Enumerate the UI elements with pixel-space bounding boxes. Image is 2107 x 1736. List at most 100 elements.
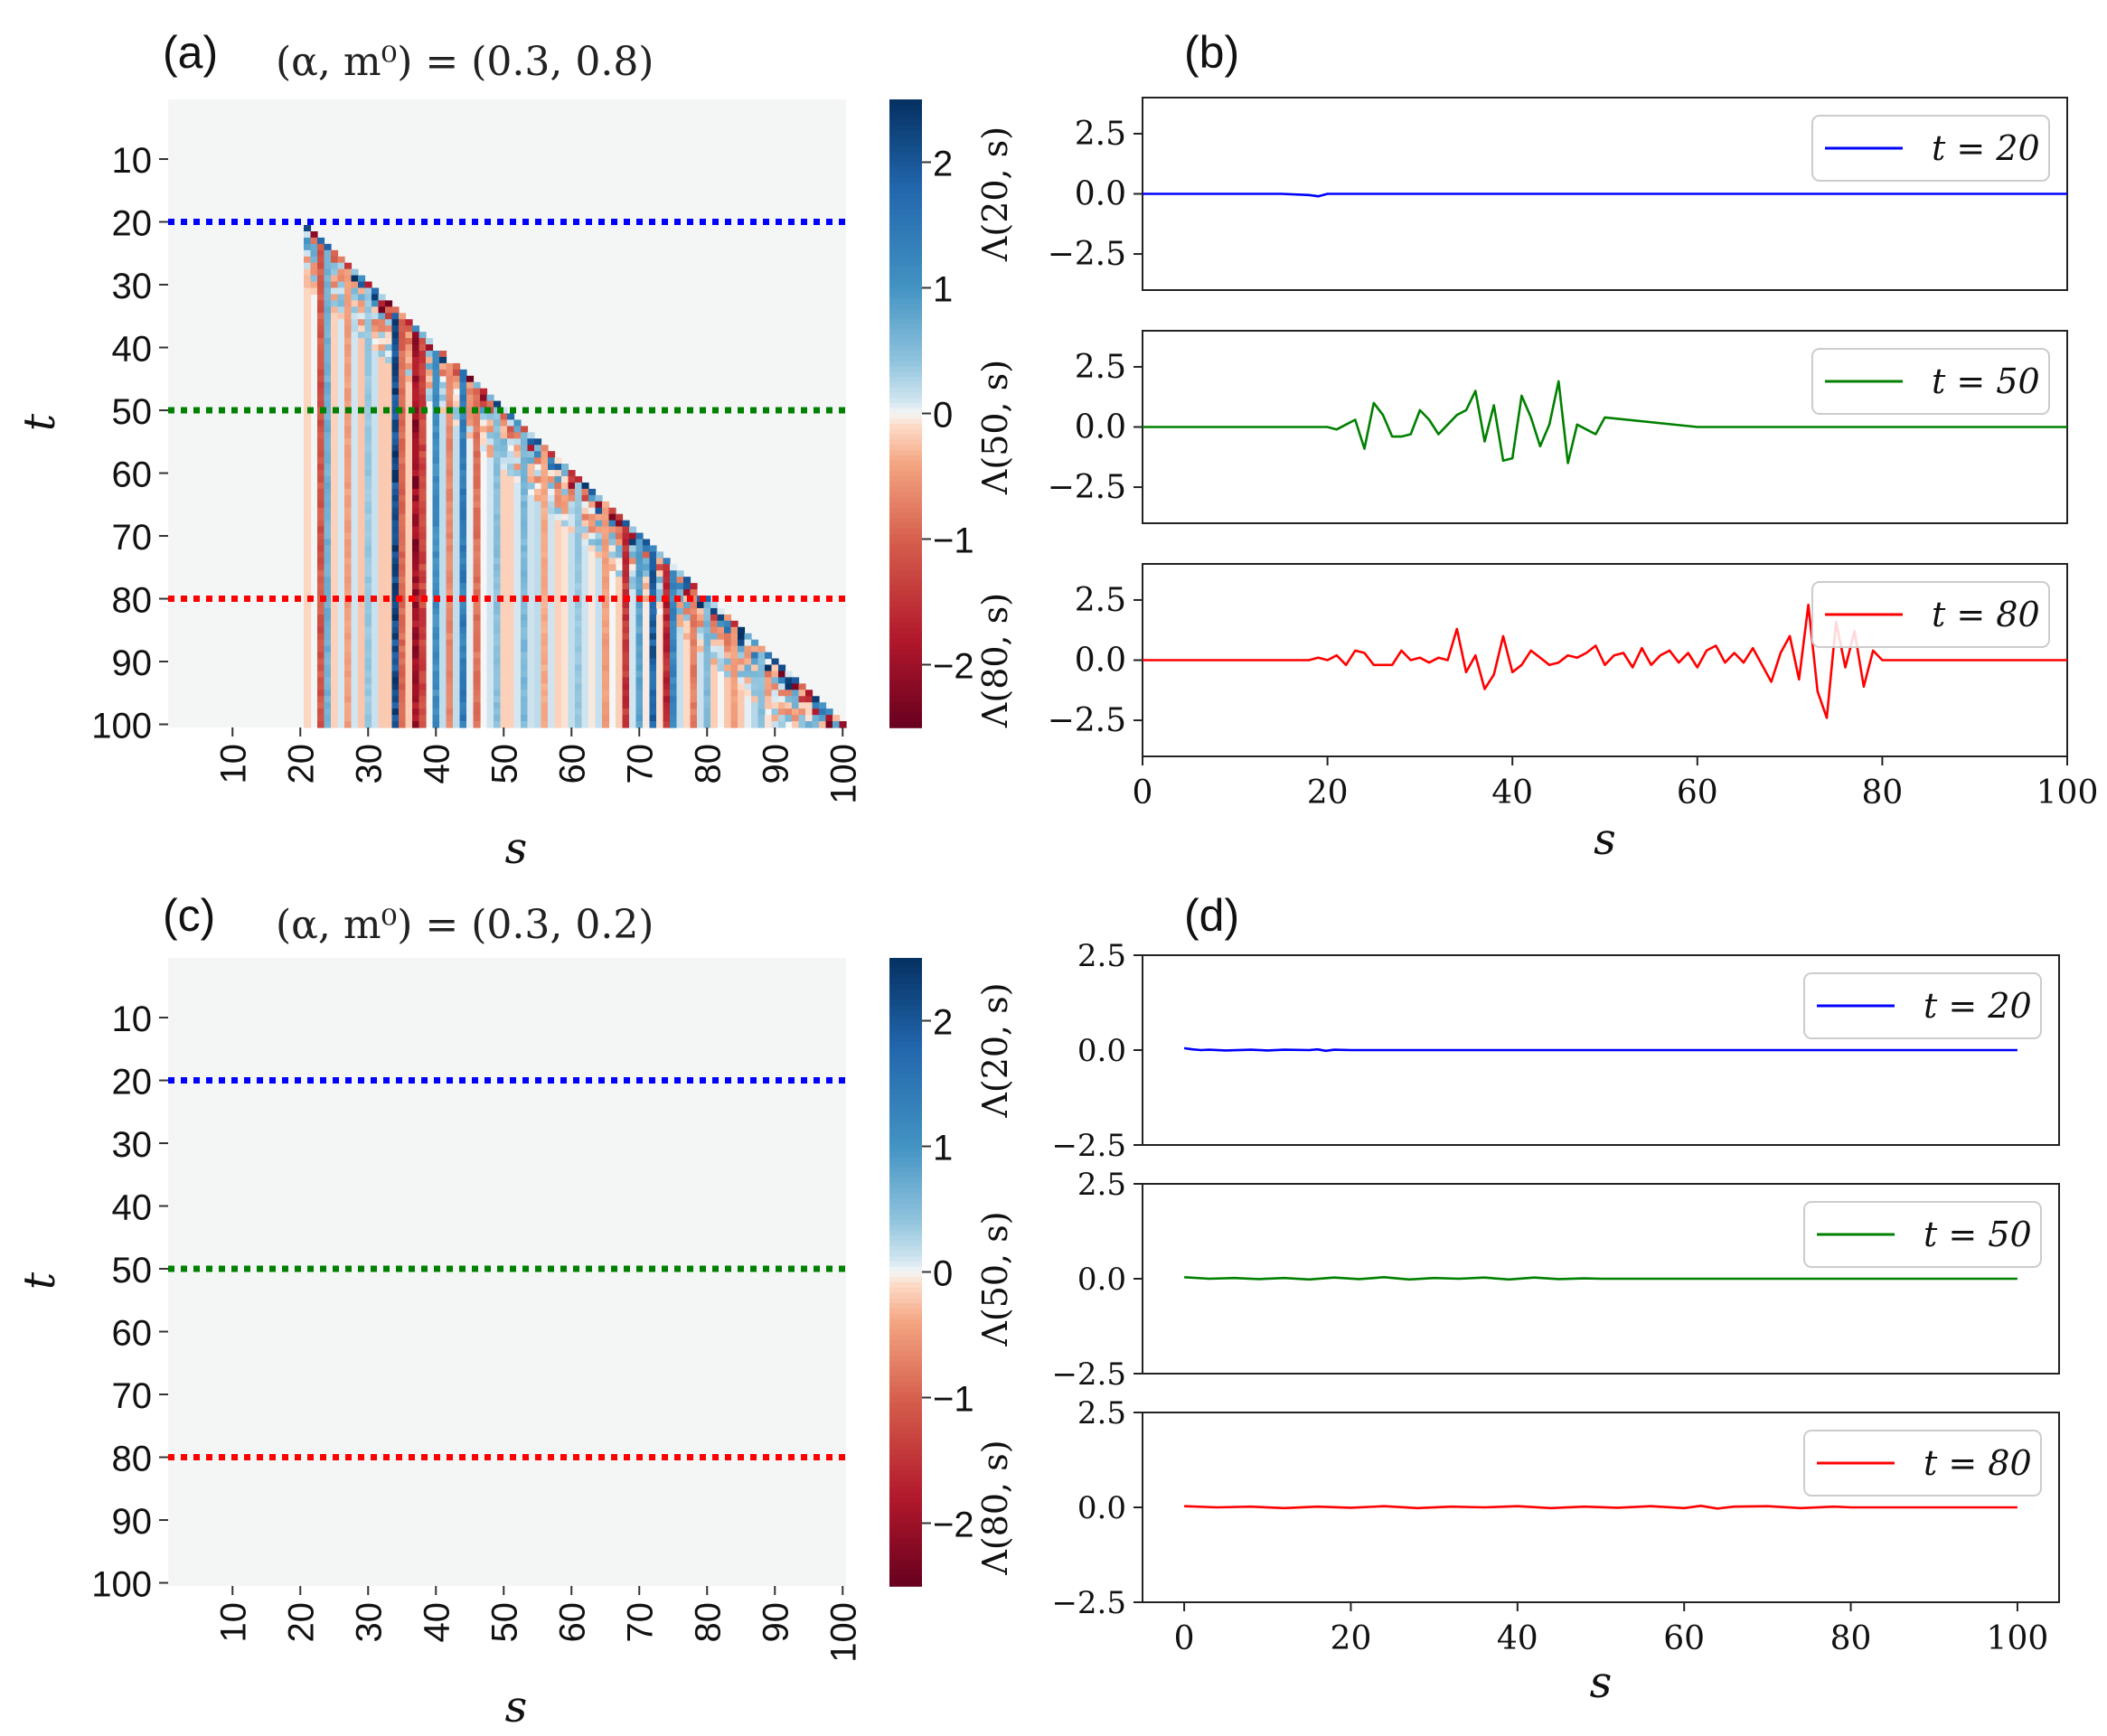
heatmap-cell xyxy=(554,545,562,552)
heatmap-cell xyxy=(304,356,312,364)
heatmap-cell xyxy=(500,715,508,722)
colorbar-segment xyxy=(889,1365,922,1373)
heatmap-cell xyxy=(432,715,440,722)
heatmap-cell xyxy=(399,394,407,402)
heatmap-cell xyxy=(561,620,569,628)
heatmap-cell xyxy=(622,545,630,552)
colorbar-segment xyxy=(889,1549,922,1556)
heatmap-cell xyxy=(738,645,746,653)
heatmap-cell xyxy=(792,683,800,690)
heatmap-cell xyxy=(575,488,583,496)
heatmap-cell xyxy=(500,426,508,433)
heatmap-cell xyxy=(405,338,413,345)
heatmap-cell xyxy=(710,677,719,684)
heatmap-cell xyxy=(344,356,353,364)
heatmap-cell xyxy=(391,583,400,590)
heatmap-cell xyxy=(317,708,325,716)
heatmap-cell xyxy=(730,633,738,641)
heatmap-cell xyxy=(317,438,325,446)
heatmap-cell xyxy=(561,570,569,577)
heatmap-cell xyxy=(602,677,610,684)
heatmap-cell xyxy=(507,426,515,433)
heatmap-cell xyxy=(419,639,427,647)
heatmap-cell xyxy=(568,721,576,728)
heatmap-cell xyxy=(588,696,597,703)
heatmap-cell xyxy=(459,633,467,641)
heatmap-cell xyxy=(337,583,345,590)
heatmap-cell xyxy=(331,614,339,622)
heatmap-cell xyxy=(602,614,610,622)
heatmap-cell xyxy=(717,664,725,672)
heatmap-cell xyxy=(703,645,711,653)
heatmap-cell xyxy=(446,702,454,709)
heatmap-cell xyxy=(304,237,312,245)
heatmap-cell xyxy=(391,690,400,697)
heatmap-cell xyxy=(358,457,366,464)
heatmap-cell xyxy=(548,639,556,647)
heatmap-cell xyxy=(317,539,325,547)
heatmap-cell xyxy=(385,464,393,471)
heatmap-cell xyxy=(432,464,440,471)
heatmap-cell xyxy=(344,344,353,352)
colorbar-segment xyxy=(889,701,922,708)
heatmap-cell xyxy=(432,626,440,634)
heatmap-cell xyxy=(304,652,312,660)
heatmap-cell xyxy=(432,426,440,433)
heatmap-cell xyxy=(819,702,827,709)
heatmap-cell xyxy=(324,702,332,709)
heatmap-cell xyxy=(513,577,522,584)
heatmap-cell xyxy=(697,626,705,634)
heatmap-cell xyxy=(324,256,332,264)
heatmap-cell xyxy=(344,268,353,277)
heatmap-cell xyxy=(663,652,671,660)
heatmap-cell xyxy=(337,445,345,452)
heatmap-cell xyxy=(378,520,386,528)
heatmap-cell xyxy=(466,476,475,483)
heatmap-cell xyxy=(324,388,332,396)
colorbar-segment xyxy=(889,1204,922,1210)
y-tick-label: −2.5 xyxy=(1048,236,1126,273)
heatmap-cell xyxy=(751,683,759,690)
heatmap-cell xyxy=(717,645,725,653)
heatmap-cell xyxy=(473,696,481,703)
heatmap-cell xyxy=(697,690,705,697)
heatmap-cell xyxy=(561,564,569,571)
heatmap-cell xyxy=(690,696,698,703)
heatmap-cell xyxy=(588,715,597,722)
heatmap-cell xyxy=(344,457,353,464)
heatmap-cell xyxy=(473,633,481,641)
heatmap-cell xyxy=(453,577,461,584)
heatmap-cell xyxy=(453,539,461,547)
heatmap-cell xyxy=(351,407,359,415)
heatmap-cell xyxy=(304,633,312,641)
heatmap-cell xyxy=(358,451,366,458)
heatmap-cell xyxy=(521,614,529,622)
heatmap-cell xyxy=(412,457,420,464)
heatmap-cell xyxy=(629,620,637,628)
heatmap-cell xyxy=(548,583,556,590)
colorbar-segment xyxy=(889,450,922,456)
heatmap-cell xyxy=(432,457,440,464)
heatmap-cell xyxy=(513,602,522,609)
heatmap-cell xyxy=(317,426,325,433)
heatmap-cell xyxy=(757,683,766,690)
heatmap-cell xyxy=(513,532,522,540)
heatmap-cell xyxy=(378,602,386,609)
heatmap-cell xyxy=(588,570,597,577)
heatmap-cell xyxy=(324,325,332,333)
heatmap-cell xyxy=(595,664,603,672)
heatmap-cell xyxy=(317,400,325,408)
heatmap-cell xyxy=(500,539,508,547)
heatmap-cell xyxy=(507,507,515,515)
heatmap-cell xyxy=(554,721,562,728)
heatmap-cell xyxy=(717,652,725,660)
heatmap-cell xyxy=(364,300,372,307)
heatmap-cell xyxy=(527,526,535,534)
heatmap-cell xyxy=(405,413,413,421)
heatmap-cell xyxy=(494,558,502,565)
heatmap-cell xyxy=(419,620,427,628)
heatmap-cell xyxy=(466,513,475,521)
heatmap-cell xyxy=(561,626,569,634)
heatmap-cell xyxy=(683,721,691,728)
heatmap-cell xyxy=(378,362,386,371)
